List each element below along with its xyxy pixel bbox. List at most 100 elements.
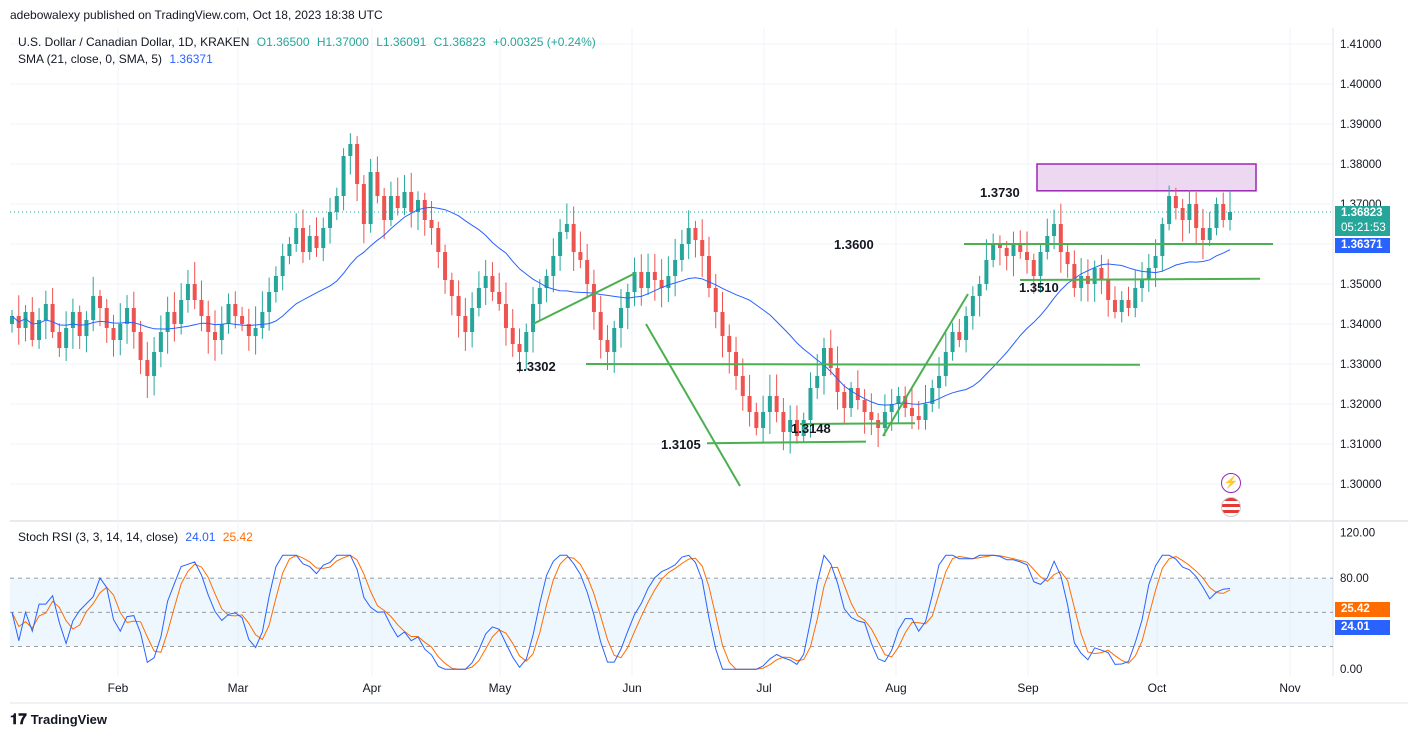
candle-body [111,328,116,340]
candle-body [328,212,333,228]
candle-body [470,308,475,332]
trendline [585,363,1141,366]
candle-body [341,156,346,196]
candle-body [828,348,833,368]
candle-body [612,328,617,352]
level-annotation: 1.3148 [791,421,831,436]
candle-body [1207,228,1212,240]
candle-body [43,304,48,320]
candle-body [632,272,637,292]
candle-body [1126,300,1131,308]
candle-body [118,324,123,340]
price-tick-label: 1.38000 [1340,159,1382,171]
time-tick-label: Apr [363,681,382,695]
candle-body [754,412,759,428]
candle-body [666,276,671,288]
candle-body [862,400,867,412]
symbol-label: U.S. Dollar / Canadian Dollar, 1D, KRAKE… [18,35,250,49]
time-tick-label: Sep [1017,681,1039,695]
candle-body [727,336,732,352]
main-legend: U.S. Dollar / Canadian Dollar, 1D, KRAKE… [18,35,600,49]
candle-body [1173,196,1178,208]
candle-body [97,296,102,308]
high-value: H1.37000 [316,35,369,49]
candle-body [551,256,556,276]
candle-body [808,388,813,420]
candle-body [747,396,752,412]
candle-body [531,304,536,332]
candle-body [767,396,772,412]
candle-body [199,300,204,316]
time-tick-label: Feb [108,681,129,695]
candle-body [761,412,766,428]
stoch-tick-label: 0.00 [1340,664,1362,676]
candle-body [646,272,651,288]
sma-badge: 1.36371 [1335,238,1390,253]
candle-body [706,256,711,288]
candle-body [1194,204,1199,228]
candle-body [1140,280,1145,288]
price-tick-label: 1.39000 [1340,119,1382,131]
stoch-d-line [11,554,1231,670]
time-tick-label: May [489,681,512,695]
candle-body [91,296,96,320]
candle-body [997,244,1002,248]
candle-body [659,280,664,288]
candle-body [375,172,380,196]
candle-body [639,272,644,288]
tradingview-brand[interactable]: 𝟏𝟕 TradingView [10,711,107,728]
price-tick-label: 1.33000 [1340,359,1382,371]
candle-body [673,260,678,276]
candle-body [1228,212,1232,220]
candle-body [368,172,373,224]
candle-body [558,232,563,256]
candle-body [307,236,312,252]
candle-body [57,332,62,348]
level-annotation: 1.3302 [516,359,556,374]
candle-body [652,272,657,280]
candle-body [416,200,420,212]
candle-body [801,420,806,436]
candle-body [253,328,258,336]
candle-body [125,308,130,324]
candle-body [909,408,914,416]
candle-body [1119,300,1124,312]
candle-body [443,252,448,280]
candle-body [835,368,840,392]
trendline [532,271,637,325]
level-annotation: 1.3730 [980,185,1020,200]
change-value: +0.00325 (+0.24%) [493,35,596,49]
candle-body [145,360,150,376]
candle-body [679,244,684,260]
candle-body [578,252,583,260]
candle-body [1065,252,1070,264]
candle-body [788,420,793,432]
candle-body [916,416,921,420]
lightning-icon[interactable]: ⚡ [1221,473,1241,493]
candle-body [1221,204,1226,220]
candle-body [490,276,495,292]
price-tick-label: 1.35000 [1340,279,1382,291]
candle-body [1072,264,1077,288]
candle-body [1133,288,1138,308]
trendline [706,440,867,445]
candle-body [382,196,387,220]
time-tick-label: Oct [1148,681,1167,695]
candle-body [429,220,434,228]
candle-body [774,396,779,412]
us-flag-icon[interactable] [1221,497,1241,517]
candle-body [1160,224,1165,256]
candle-body [23,312,28,328]
candle-body [524,332,529,352]
candle-body [605,340,610,352]
candle-body [503,304,508,328]
candle-body [619,308,623,328]
candle-body [152,352,157,376]
candle-body [984,260,989,284]
candle-body [213,332,217,340]
candle-body [206,316,211,332]
candle-body [625,292,630,308]
candle-body [510,328,515,344]
